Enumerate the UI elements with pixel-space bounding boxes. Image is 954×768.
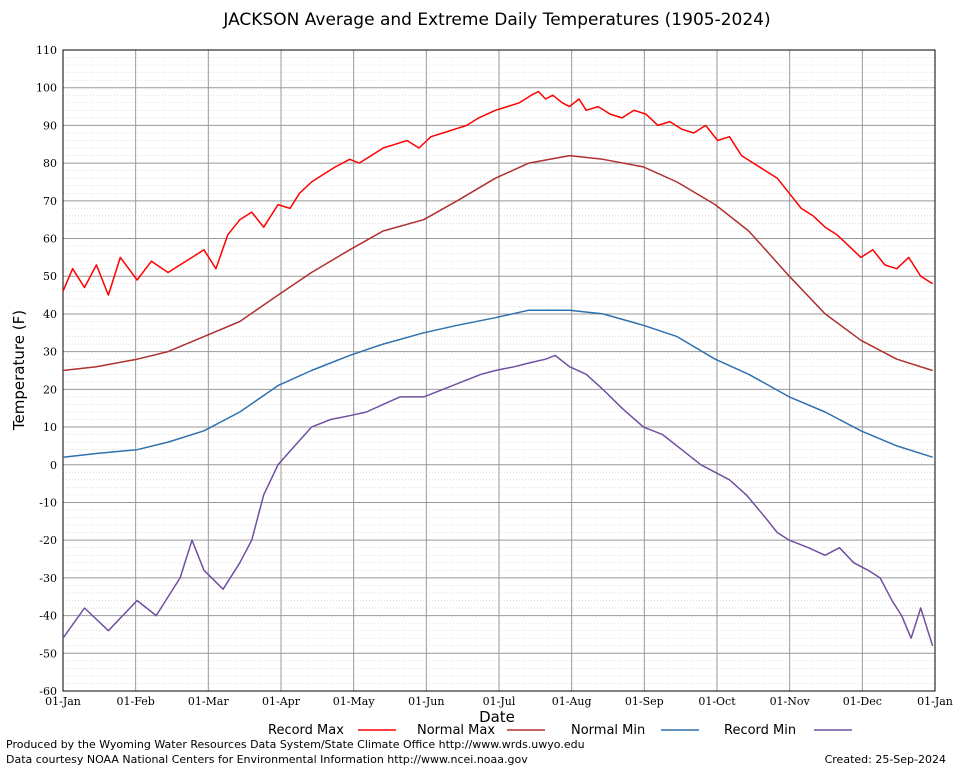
legend: Record Max Normal Max Normal Min Record Min bbox=[268, 723, 852, 738]
y-tick-label: -40 bbox=[39, 610, 57, 623]
x-tick-label: 01-Jul bbox=[483, 695, 516, 708]
y-tick-label: -20 bbox=[39, 534, 57, 547]
x-axis-title: Date bbox=[479, 708, 515, 726]
x-tick-label: 01-Aug bbox=[552, 695, 592, 708]
y-tick-label: -10 bbox=[39, 496, 57, 509]
legend-label: Record Max bbox=[268, 723, 344, 738]
x-tick-label: 01-May bbox=[333, 695, 376, 708]
footer-created-date: Created: 25-Sep-2024 bbox=[825, 753, 946, 766]
x-tick-label: 01-Mar bbox=[188, 695, 230, 708]
y-tick-label: 0 bbox=[50, 459, 57, 472]
y-tick-label: 80 bbox=[43, 157, 57, 170]
y-tick-label: 50 bbox=[43, 270, 57, 283]
y-tick-label: 100 bbox=[36, 82, 57, 95]
x-tick-label: 01-Sep bbox=[625, 695, 664, 708]
x-tick-label: 01-Jun bbox=[408, 695, 444, 708]
series-line-normal-max bbox=[62, 154, 933, 372]
x-tick-label: 01-Oct bbox=[698, 695, 736, 708]
series-line-record-min bbox=[62, 354, 934, 647]
footer-data-source: Data courtesy NOAA National Centers for … bbox=[6, 753, 528, 766]
y-tick-label: 10 bbox=[43, 421, 57, 434]
x-tick-label: 01-Jan bbox=[917, 695, 953, 708]
y-tick-labels: 1101009080706050403020100-10-20-30-40-50… bbox=[36, 44, 57, 698]
y-tick-label: -30 bbox=[39, 572, 57, 585]
y-tick-label: 30 bbox=[43, 346, 57, 359]
y-tick-label: 60 bbox=[43, 233, 57, 246]
legend-label: Record Min bbox=[724, 723, 796, 738]
x-tick-label: 01-Nov bbox=[770, 695, 811, 708]
y-tick-label: 70 bbox=[43, 195, 57, 208]
y-tick-label: 20 bbox=[43, 383, 57, 396]
legend-label: Normal Max bbox=[417, 723, 495, 738]
y-tick-label: 110 bbox=[36, 44, 57, 57]
y-tick-label: -60 bbox=[39, 685, 57, 698]
series-line-normal-min bbox=[62, 309, 933, 458]
chart-title: JACKSON Average and Extreme Daily Temper… bbox=[222, 10, 770, 30]
y-tick-label: 40 bbox=[43, 308, 57, 321]
x-tick-label: 01-Feb bbox=[117, 695, 155, 708]
x-tick-labels: 01-Jan 01-Feb 01-Mar 01-Apr 01-May 01-Jun 01-J… bbox=[45, 695, 953, 708]
y-axis-title: Temperature (F) bbox=[10, 310, 28, 431]
y-tick-label: 90 bbox=[43, 119, 57, 132]
footer-producer: Produced by the Wyoming Water Resources … bbox=[6, 738, 585, 751]
series-line-record-max bbox=[62, 90, 934, 296]
x-tick-label: 01-Jan bbox=[45, 695, 81, 708]
legend-label: Normal Min bbox=[571, 723, 645, 738]
x-tick-label: 01-Dec bbox=[843, 695, 882, 708]
series-lines bbox=[62, 90, 934, 647]
y-tick-label: -50 bbox=[39, 647, 57, 660]
x-tick-label: 01-Apr bbox=[262, 695, 301, 708]
